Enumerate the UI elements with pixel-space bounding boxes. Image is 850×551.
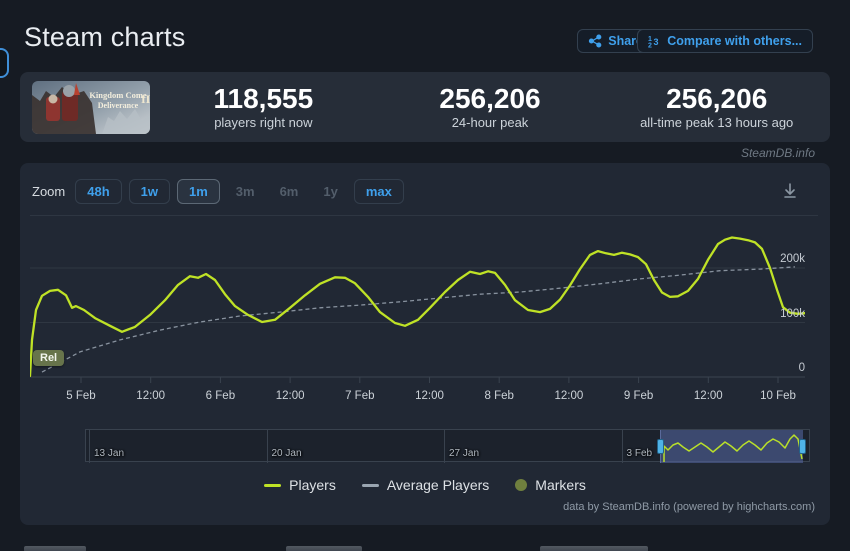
capsule-numeral: II [141,92,150,106]
player-count-chart[interactable]: Rel [30,218,805,388]
capsule-title-line2: Deliverance [98,101,139,110]
zoom-button-48h[interactable]: 48h [75,179,122,204]
x-axis-label: 5 Feb [66,390,96,402]
download-chart-button[interactable] [780,181,800,201]
x-axis-label: 8 Feb [484,390,514,402]
legend-swatch [264,483,282,487]
x-axis-label: 12:00 [693,390,723,402]
players-line [30,236,805,378]
navigator-tick [444,430,445,463]
zoom-label: Zoom [32,184,66,199]
x-axis-ticks [80,377,779,383]
navigator-tick [621,430,623,463]
zoom-button-max[interactable]: max [353,179,404,204]
x-axis-label: 12:00 [275,390,305,402]
toolbar-separator [30,215,818,216]
navigator-tick-label: 20 Jan [271,448,302,459]
cutoff-section-heading [540,546,648,551]
y-axis-label: 100k [780,307,805,320]
zoom-button-1m[interactable]: 1m [176,179,220,204]
zoom-buttons: 48h 1w 1m 3m 6m 1y max [75,179,411,204]
stat-label: all-time peak 13 hours ago [640,115,794,130]
svg-text:1: 1 [648,36,652,43]
stats-panel: Kingdom Come Deliverance II 118,555 playe… [20,72,830,142]
navigator-tick-label: 27 Jan [449,448,480,459]
stat-alltime-peak: 256,206 all-time peak 13 hours ago [603,83,830,131]
navigator-tick [266,430,268,463]
footer-credit[interactable]: data by SteamDB.info (powered by highcha… [563,501,815,513]
legend-swatch [515,479,528,491]
navigator-left-handle[interactable] [657,439,664,454]
release-marker-badge[interactable]: Rel [33,350,65,366]
game-capsule-image[interactable]: Kingdom Come Deliverance II [32,80,150,134]
compare-button-label: Compare with others... [667,34,802,48]
x-axis-label: 12:00 [415,390,444,402]
stat-label: 24-hour peak [451,115,529,130]
x-axis-label: 7 Feb [345,390,375,402]
navigator-right-handle[interactable] [799,439,806,454]
compare-with-others-button[interactable]: 1 2 3 Compare with others... [637,29,813,53]
svg-text:3: 3 [654,37,659,47]
stats-row: 118,555 players right now 256,206 24-hour p… [150,83,830,131]
chart-panel: Zoom 48h 1w 1m 3m 6m 1y max Rel 0 100k 200k 5 Fe… [20,163,830,525]
legend-label: Players [289,477,336,493]
zoom-button-3m: 3m [235,184,255,199]
stat-24h-peak: 256,206 24-hour peak [377,83,604,131]
legend-item-average-players[interactable]: Average Players [361,477,490,493]
stat-value: 256,206 [666,83,768,114]
cutoff-section-heading [24,546,86,551]
zoom-toolbar: Zoom 48h 1w 1m 3m 6m 1y max [32,178,411,205]
navigator-tick [89,430,90,463]
x-axis-label: 9 Feb [623,390,654,402]
legend-label: Average Players [386,477,490,493]
left-edge-tab[interactable] [0,48,9,78]
legend-item-players[interactable]: Players [264,477,336,493]
share-button-label: Share [608,34,643,48]
share-icon [588,34,602,48]
legend-item-markers[interactable]: Markers [515,477,586,493]
average-players-line [41,266,796,373]
legend-label: Markers [535,477,586,493]
navigator-selection[interactable] [660,430,803,463]
range-navigator[interactable]: 13 Jan 20 Jan 27 Jan 3 Feb [85,429,810,463]
zoom-button-6m: 6m [279,184,299,199]
y-axis-label: 200k [780,253,805,265]
legend-swatch [361,483,379,487]
stat-current-players: 118,555 players right now [150,83,377,131]
zoom-button-1y: 1y [323,184,338,199]
navigator-wave [663,434,803,462]
y-gridlines [30,267,805,378]
cutoff-section-heading [286,546,362,551]
x-axis-label: 10 Feb [760,390,796,402]
svg-text:2: 2 [648,43,652,49]
stat-value: 118,555 [213,83,314,114]
x-axis-label: 12:00 [554,390,584,402]
stat-label: players right now [214,115,313,130]
x-axis-label: 12:00 [136,390,166,402]
chart-legend: Players Average Players Markers [20,477,830,493]
steamdb-watermark: SteamDB.info [740,146,815,160]
y-axis-label: 0 [798,362,805,374]
navigator-tick-label: 13 Jan [94,448,125,459]
download-icon [780,183,800,205]
navigator-tick-label: 3 Feb [626,448,653,459]
zoom-button-1w[interactable]: 1w [128,179,170,204]
page-title: Steam charts [24,22,186,52]
x-axis-label: 6 Feb [205,390,236,402]
ranked-list-icon: 1 2 3 [648,34,661,48]
stat-value: 256,206 [439,83,541,114]
capsule-title-line1: Kingdom Come [89,90,147,100]
